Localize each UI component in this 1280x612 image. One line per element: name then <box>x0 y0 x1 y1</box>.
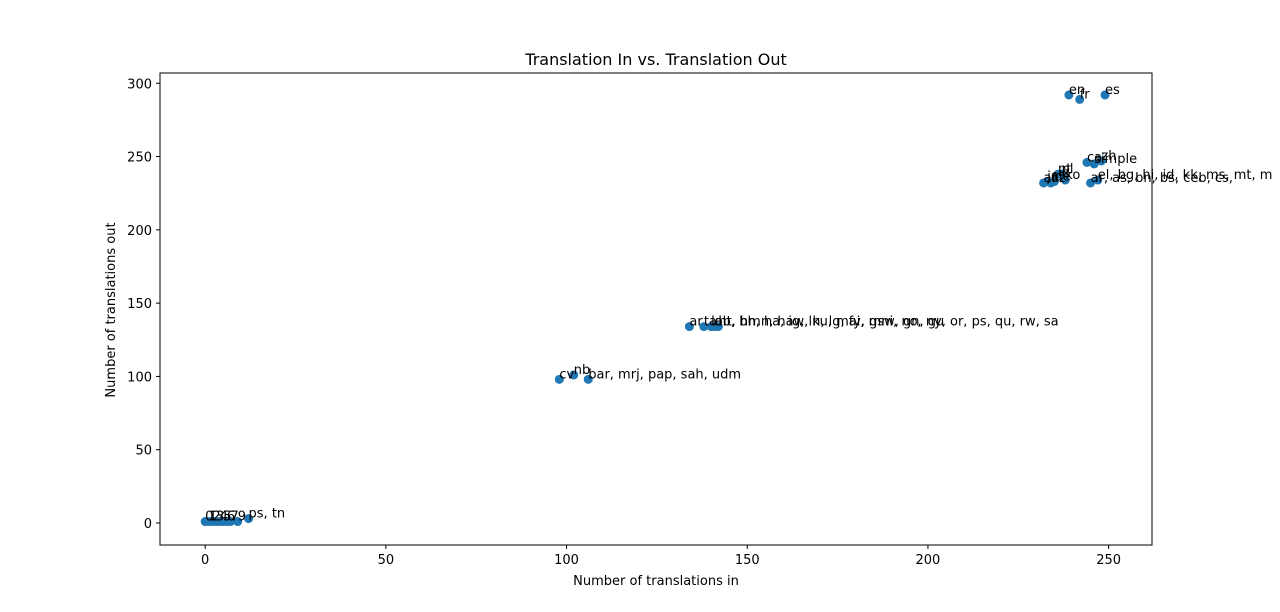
point-label: 7 <box>230 510 238 525</box>
scatter-point <box>1100 90 1110 100</box>
point-label: uz <box>1051 171 1066 186</box>
scatter-point <box>1096 156 1106 166</box>
plot-area-frame <box>159 72 1153 546</box>
scatter-point <box>1064 90 1074 100</box>
point-label: ko <box>1065 168 1080 183</box>
point-label: 2 <box>212 510 220 525</box>
point-label: 3 <box>216 510 224 525</box>
scatter-point <box>569 370 579 380</box>
point-label: lo <box>711 315 723 330</box>
x-tick-label: 0 <box>201 553 209 568</box>
scatter-point <box>699 322 709 332</box>
scatter-point <box>1075 94 1085 104</box>
point-label: bar, mrj, pap, sah, udm <box>588 367 741 382</box>
point-label: ta <box>704 315 717 330</box>
y-tick-label: 100 <box>127 370 152 385</box>
y-tick-label: 150 <box>127 297 152 312</box>
points-layer <box>200 90 1110 527</box>
point-label: el, bg, hi, id, kk, ms, mt, m <box>1098 168 1273 183</box>
x-axis: 0 50 100 150 200 250 <box>201 545 1121 568</box>
point-label: 6 <box>227 510 235 525</box>
point-label: cv <box>559 367 574 382</box>
scatter-point <box>713 322 723 332</box>
point-label: 5 <box>223 510 231 525</box>
scatter-point <box>554 374 564 384</box>
point-label: 9 <box>238 510 246 525</box>
point-label: af <box>1044 171 1057 186</box>
scatter-point <box>225 517 235 527</box>
y-tick-label: 250 <box>127 151 152 166</box>
x-tick-label: 50 <box>378 553 395 568</box>
point-label: ca <box>1087 150 1102 165</box>
y-axis: 0 50 100 150 200 250 300 <box>127 77 160 532</box>
y-tick-label: 0 <box>144 517 152 532</box>
x-tick-label: 150 <box>735 553 760 568</box>
point-label: zh <box>1101 149 1116 164</box>
scatter-point <box>1086 178 1096 188</box>
point-label: pl <box>1062 162 1074 177</box>
point-label: ar <box>689 315 703 330</box>
x-tick-label: 100 <box>554 553 579 568</box>
point-label: simple <box>1094 152 1137 167</box>
point-label: 1 <box>209 510 217 525</box>
x-tick-label: 200 <box>916 553 941 568</box>
scatter-point <box>684 322 694 332</box>
y-tick-label: 300 <box>127 77 152 92</box>
point-label: ja <box>1046 169 1059 184</box>
scatter-point <box>244 514 254 524</box>
point-label: ps, tn <box>249 507 286 522</box>
y-tick-label: 200 <box>127 224 152 239</box>
point-label: es <box>1105 83 1120 98</box>
scatter-point <box>583 374 593 384</box>
scatter-point <box>1082 157 1092 167</box>
point-label: ab, bh, ha, ig, ln, lg, fy, gsw, gn, gu <box>715 315 945 330</box>
point-label: 4 <box>220 510 228 525</box>
x-tick-label: 250 <box>1096 553 1121 568</box>
point-label: ht, hmn, haw, ku, mai, mni, no, ny, or, … <box>718 315 1058 330</box>
scatter-point <box>1093 175 1103 185</box>
y-axis-label: Number of translations out <box>104 222 119 397</box>
chart-title: Translation In vs. Translation Out <box>524 50 786 69</box>
point-label: nb <box>574 363 591 378</box>
point-label: fr <box>1080 87 1091 102</box>
point-label: en <box>1069 83 1085 98</box>
scatter-point <box>1089 159 1099 169</box>
point-label: pt <box>1058 162 1071 177</box>
scatter-point <box>1049 176 1059 186</box>
y-tick-label: 50 <box>135 444 152 459</box>
point-label: de <box>1054 169 1070 184</box>
x-axis-label: Number of translations in <box>573 574 739 589</box>
point-label: 0 <box>205 510 213 525</box>
point-label: ar, as, bn, bs, ceb, cs, <box>1091 171 1233 186</box>
scatter-point <box>1060 175 1070 185</box>
scatter-point <box>233 517 243 527</box>
